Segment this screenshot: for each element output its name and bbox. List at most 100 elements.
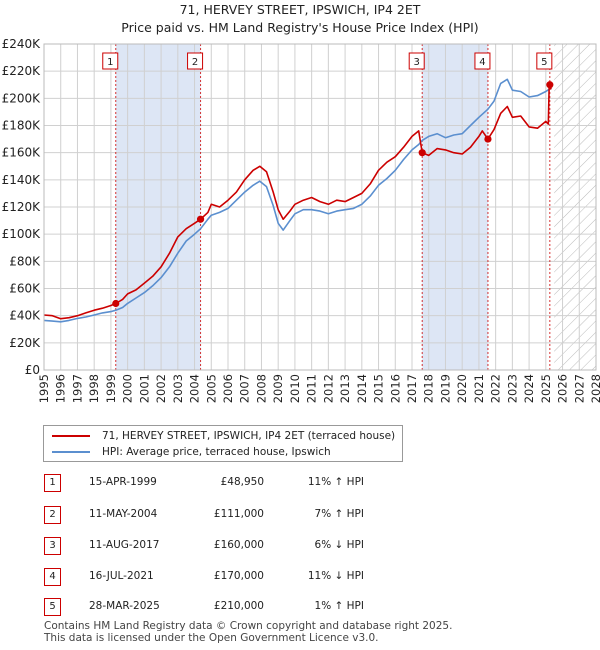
y-tick-label: £0 bbox=[25, 363, 40, 377]
sale-marker-badge bbox=[536, 52, 553, 70]
x-tick-label: 1997 bbox=[70, 374, 84, 403]
x-tick-label: 2002 bbox=[154, 374, 168, 403]
x-tick-label: 1996 bbox=[54, 374, 68, 403]
x-tick-label: 2005 bbox=[204, 374, 218, 403]
x-tick-label: 2003 bbox=[171, 374, 185, 403]
sale-point bbox=[418, 149, 426, 157]
transaction-date: 11-MAY-2004 bbox=[89, 508, 158, 520]
x-tick-label: 2025 bbox=[539, 374, 553, 403]
transaction-hpi-diff: 1% ↑ HPI bbox=[314, 600, 364, 612]
footer-copyright: Contains HM Land Registry data © Crown c… bbox=[44, 620, 453, 632]
x-tick-label: 1998 bbox=[87, 374, 101, 403]
legend-property-label: 71, HERVEY STREET, IPSWICH, IP4 2ET (ter… bbox=[102, 430, 396, 442]
sale-point bbox=[112, 299, 120, 308]
price-chart: 71, HERVEY STREET, IPSWICH, IP4 2ET Pric… bbox=[2, 2, 600, 403]
transaction-number: 5 bbox=[44, 598, 61, 616]
x-tick-label: 2024 bbox=[522, 374, 536, 403]
y-tick-label: £60K bbox=[9, 282, 41, 296]
transaction-date: 11-AUG-2017 bbox=[89, 539, 160, 551]
x-tick-label: 2012 bbox=[321, 374, 335, 403]
sale-marker-badge bbox=[187, 52, 204, 70]
sale-marker-label: 5 bbox=[541, 57, 547, 68]
transaction-number: 2 bbox=[44, 506, 61, 524]
y-tick-label: £140K bbox=[2, 173, 42, 187]
table-row: 4 16-JUL-2021 £170,000 11% ↓ HPI bbox=[44, 567, 404, 587]
x-tick-label: 2011 bbox=[305, 374, 319, 403]
y-tick-label: £240K bbox=[2, 37, 42, 51]
legend: 71, HERVEY STREET, IPSWICH, IP4 2ET (ter… bbox=[43, 425, 403, 462]
x-tick-label: 2027 bbox=[572, 374, 586, 403]
property-series-line bbox=[44, 81, 553, 320]
property-line-swatch bbox=[52, 435, 90, 437]
transaction-number: 1 bbox=[44, 474, 61, 492]
y-tick-label: £200K bbox=[2, 91, 42, 105]
table-row: 3 11-AUG-2017 £160,000 6% ↓ HPI bbox=[44, 536, 404, 556]
transaction-date: 15-APR-1999 bbox=[89, 476, 157, 488]
transaction-price: £160,000 bbox=[213, 539, 264, 551]
y-tick-label: £220K bbox=[2, 64, 42, 78]
x-tick-label: 2026 bbox=[556, 374, 570, 403]
x-tick-label: 2007 bbox=[238, 374, 252, 403]
x-tick-label: 2014 bbox=[355, 374, 369, 403]
sale-point bbox=[484, 135, 492, 143]
x-tick-label: 2023 bbox=[505, 374, 519, 403]
legend-item-hpi: HPI: Average price, terraced house, Ipsw… bbox=[52, 444, 331, 460]
table-row: 2 11-MAY-2004 £111,000 7% ↑ HPI bbox=[44, 505, 404, 525]
x-tick-label: 1995 bbox=[37, 374, 51, 403]
sale-point bbox=[196, 215, 205, 223]
x-tick-label: 2017 bbox=[405, 374, 419, 403]
sale-marker-label: 1 bbox=[107, 57, 113, 68]
table-row: 1 15-APR-1999 £48,950 11% ↑ HPI bbox=[44, 473, 404, 493]
plot-border bbox=[43, 43, 597, 371]
sale-marker-label: 4 bbox=[479, 57, 485, 68]
sale-point bbox=[546, 81, 554, 89]
x-tick-label: 2019 bbox=[438, 374, 452, 403]
x-tick-label: 2022 bbox=[489, 374, 503, 403]
transaction-hpi-diff: 6% ↓ HPI bbox=[314, 539, 364, 551]
x-tick-label: 2004 bbox=[188, 374, 202, 403]
x-tick-label: 2016 bbox=[388, 374, 402, 403]
x-tick-label: 2013 bbox=[338, 374, 352, 403]
x-tick-label: 2000 bbox=[121, 374, 135, 403]
x-tick-label: 2009 bbox=[271, 374, 285, 403]
sale-marker-badge bbox=[102, 52, 119, 70]
x-tick-label: 2021 bbox=[472, 374, 486, 403]
y-tick-label: £160K bbox=[2, 146, 42, 160]
hpi-series-line bbox=[44, 78, 552, 323]
sale-marker-label: 3 bbox=[414, 57, 420, 68]
y-tick-label: £120K bbox=[2, 200, 42, 214]
sale-marker-badge bbox=[408, 52, 425, 70]
y-tick-label: £40K bbox=[9, 309, 41, 323]
y-tick-label: £180K bbox=[2, 119, 42, 133]
x-tick-label: 2015 bbox=[372, 374, 386, 403]
y-tick-label: £100K bbox=[2, 227, 42, 241]
table-row: 5 28-MAR-2025 £210,000 1% ↑ HPI bbox=[44, 597, 404, 617]
transaction-price: £111,000 bbox=[213, 508, 264, 520]
transaction-price: £48,950 bbox=[220, 476, 264, 488]
hpi-line-swatch bbox=[52, 451, 90, 453]
x-tick-label: 2028 bbox=[589, 374, 600, 403]
x-tick-label: 2018 bbox=[422, 374, 436, 403]
chart-subtitle: Price paid vs. HM Land Registry's House … bbox=[121, 20, 478, 35]
footer: Contains HM Land Registry data © Crown c… bbox=[44, 620, 452, 644]
x-tick-label: 2010 bbox=[288, 374, 302, 403]
x-tick-label: 2001 bbox=[137, 374, 151, 403]
transaction-number: 3 bbox=[44, 537, 61, 555]
transaction-price: £170,000 bbox=[213, 570, 264, 582]
chart-title: 71, HERVEY STREET, IPSWICH, IP4 2ET bbox=[180, 2, 421, 17]
transaction-hpi-diff: 11% ↓ HPI bbox=[307, 570, 364, 582]
y-tick-label: £80K bbox=[9, 254, 41, 268]
legend-item-property: 71, HERVEY STREET, IPSWICH, IP4 2ET (ter… bbox=[52, 428, 395, 444]
transaction-hpi-diff: 11% ↑ HPI bbox=[307, 476, 364, 488]
x-tick-label: 2006 bbox=[221, 374, 235, 403]
transaction-hpi-diff: 7% ↑ HPI bbox=[314, 508, 364, 520]
transaction-price: £210,000 bbox=[213, 600, 264, 612]
x-tick-label: 1999 bbox=[104, 374, 118, 403]
footer-licence: This data is licensed under the Open Gov… bbox=[44, 632, 379, 644]
x-tick-label: 2020 bbox=[455, 374, 469, 403]
transaction-date: 28-MAR-2025 bbox=[89, 600, 160, 612]
transaction-number: 4 bbox=[44, 568, 61, 586]
sale-marker-label: 2 bbox=[192, 57, 198, 68]
transaction-date: 16-JUL-2021 bbox=[89, 570, 154, 582]
legend-hpi-label: HPI: Average price, terraced house, Ipsw… bbox=[102, 446, 331, 458]
